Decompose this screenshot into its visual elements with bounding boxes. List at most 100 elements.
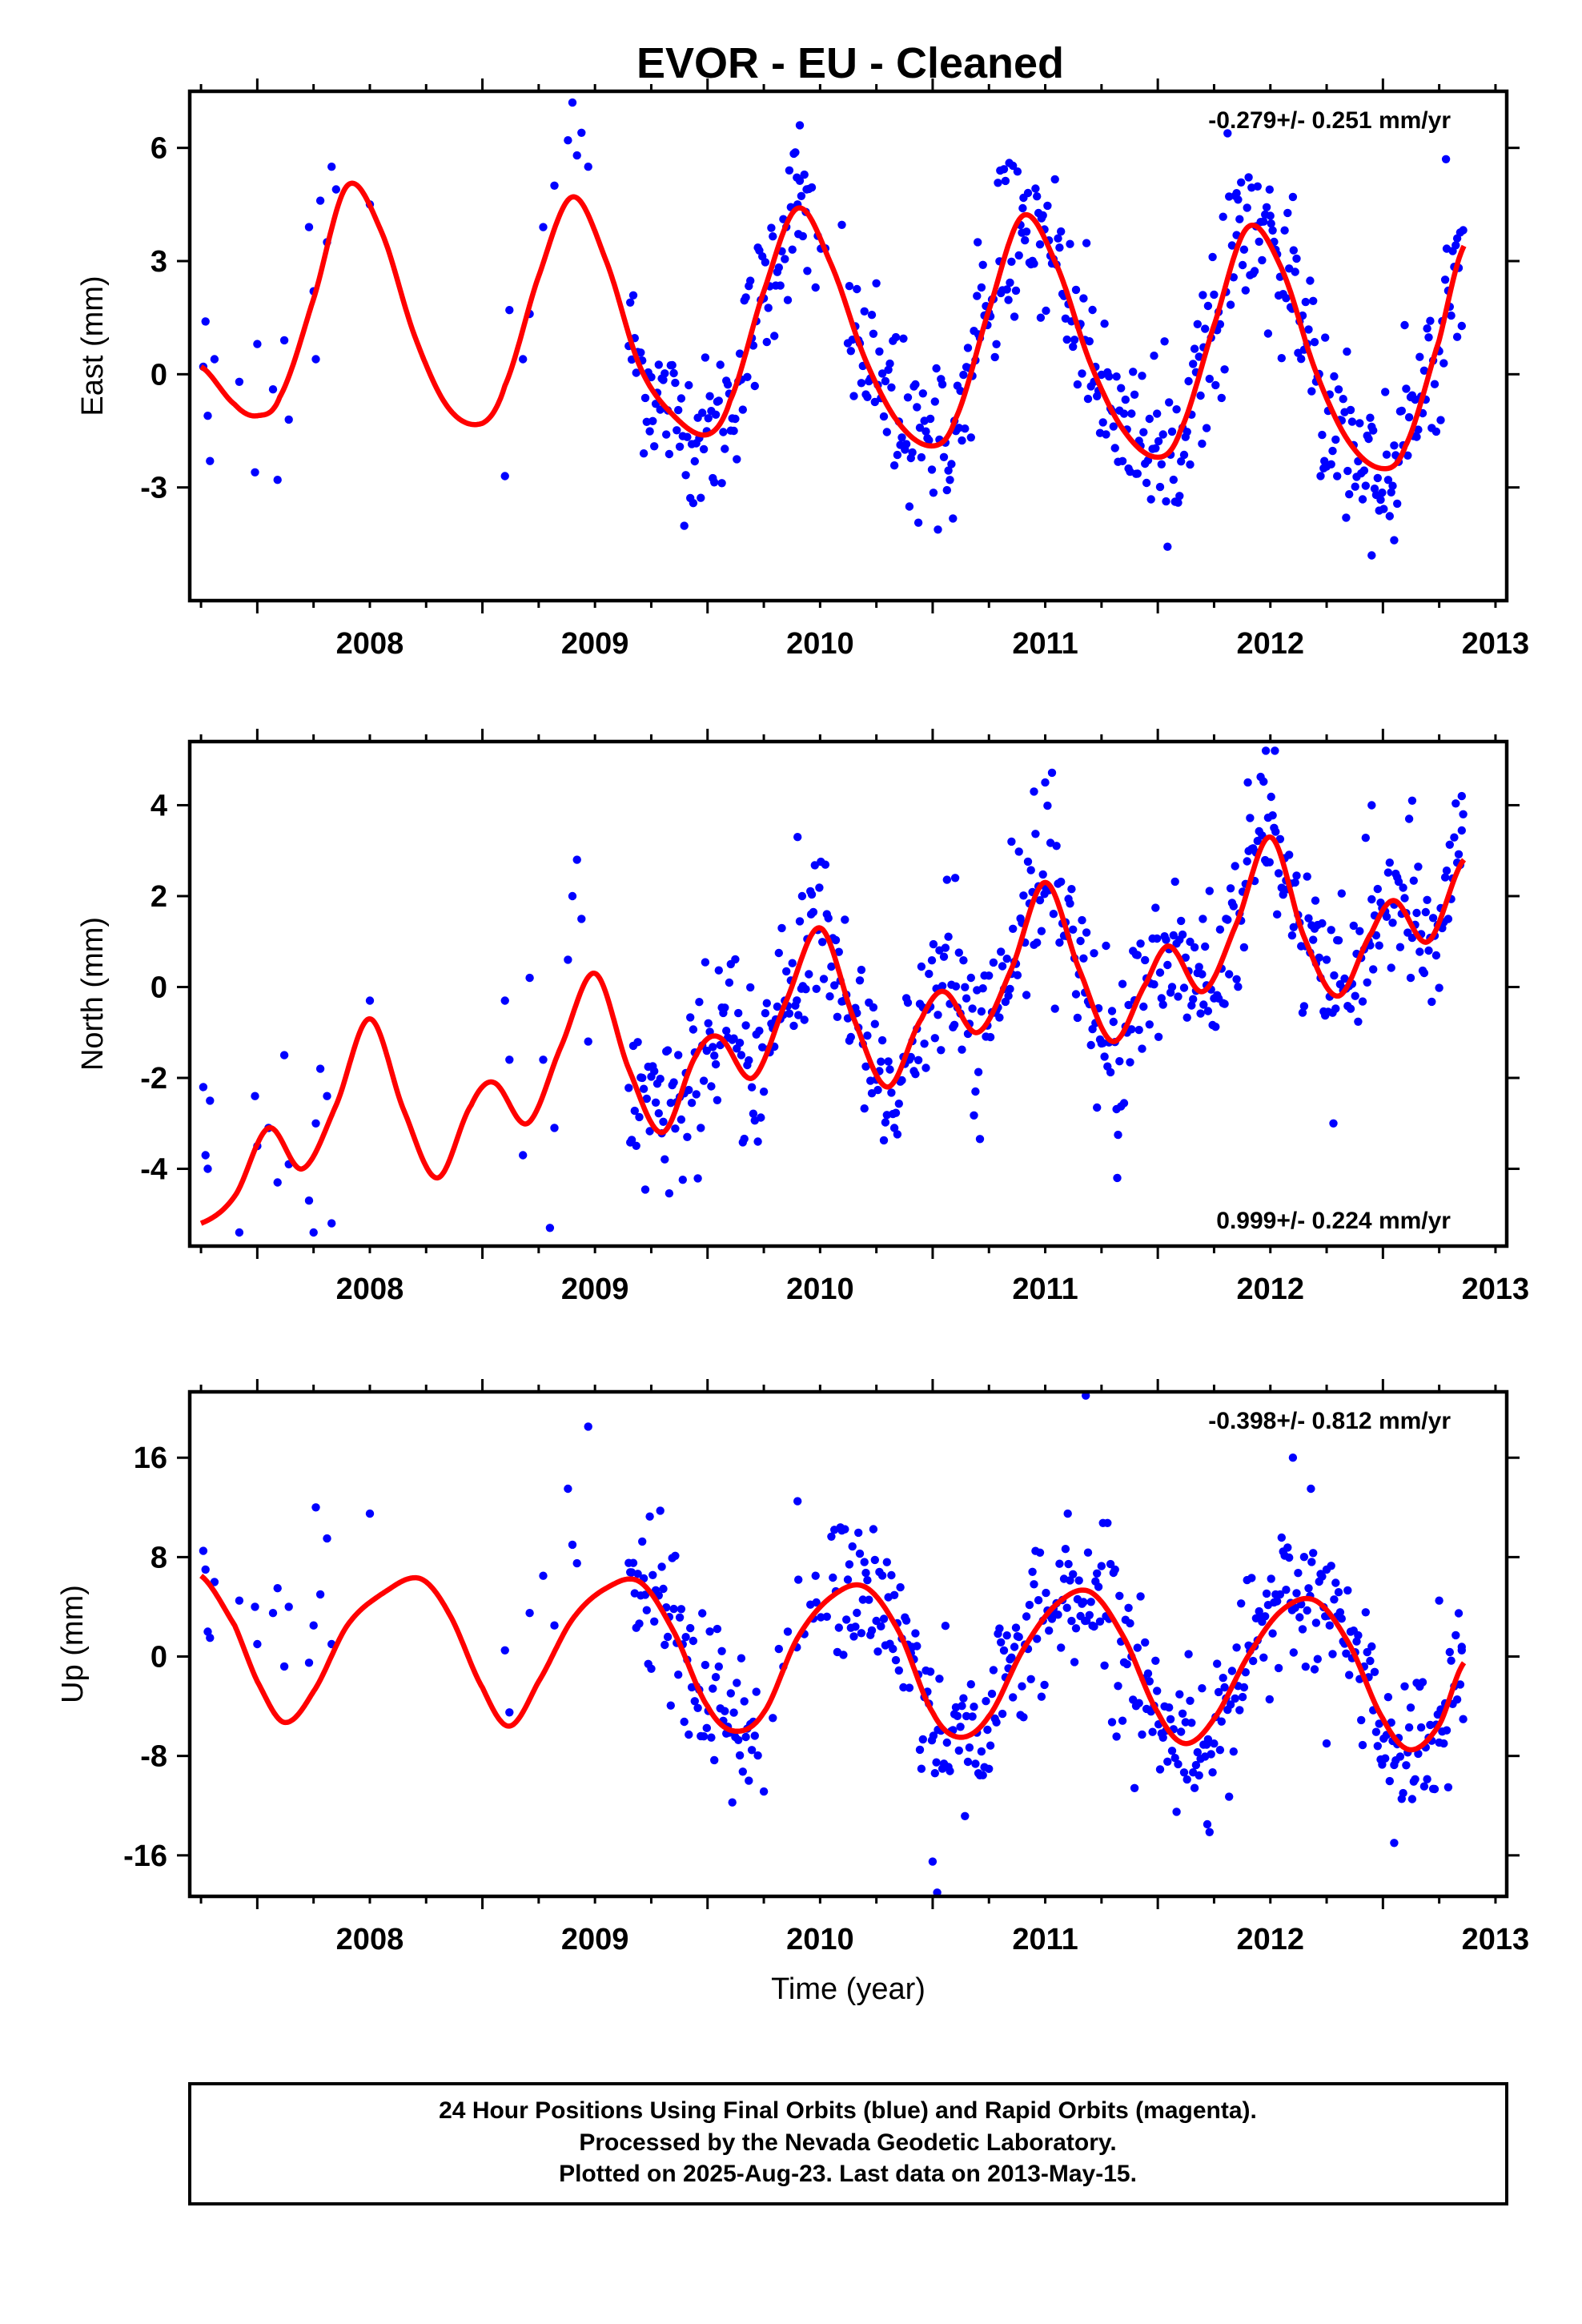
up-daily-position-dot bbox=[1083, 1548, 1093, 1557]
east-daily-position-dot bbox=[1457, 321, 1467, 331]
east-position-dot bbox=[327, 163, 336, 171]
east-position-dot bbox=[1036, 313, 1046, 322]
east-plot-frame bbox=[187, 89, 1509, 603]
east-daily-position-dot bbox=[1190, 344, 1199, 353]
east-daily-position-dot bbox=[710, 478, 719, 487]
east-daily-position-dot bbox=[783, 296, 793, 304]
north-daily-position-dot bbox=[1133, 951, 1142, 959]
up-daily-position-dot bbox=[1452, 1630, 1460, 1640]
east-daily-position-dot bbox=[714, 396, 723, 405]
up-position-dot bbox=[1288, 1454, 1298, 1462]
north-daily-position-dot bbox=[1274, 869, 1283, 878]
up-position-dot bbox=[525, 1609, 534, 1618]
north-daily-position-dot bbox=[1229, 902, 1239, 911]
up-daily-position-dot bbox=[1402, 1761, 1411, 1770]
up-daily-position-dot bbox=[1097, 1562, 1106, 1570]
up-daily-position-dot bbox=[1181, 1718, 1191, 1727]
east-x-tick-label: 2013 bbox=[1462, 627, 1530, 661]
east-daily-position-dot bbox=[1355, 419, 1364, 428]
up-daily-position-dot bbox=[1179, 1768, 1189, 1777]
north-daily-position-dot bbox=[1421, 907, 1431, 917]
east-daily-position-dot bbox=[1241, 286, 1251, 295]
north-daily-position-dot bbox=[1136, 939, 1145, 948]
up-daily-position-dot bbox=[750, 1731, 759, 1740]
north-daily-position-dot bbox=[958, 1045, 966, 1054]
up-position-dot bbox=[251, 1602, 259, 1611]
north-daily-position-dot bbox=[1169, 931, 1178, 940]
east-daily-position-dot bbox=[776, 281, 785, 290]
up-y-tick-label: 16 bbox=[134, 1441, 167, 1475]
up-daily-position-dot bbox=[1174, 1759, 1182, 1769]
north-daily-position-dot bbox=[1287, 931, 1297, 940]
up-daily-position-dot bbox=[1067, 1616, 1076, 1626]
north-plot-frame bbox=[187, 739, 1509, 1248]
north-daily-position-dot bbox=[1334, 936, 1343, 945]
north-daily-position-dot bbox=[869, 1003, 878, 1012]
east-daily-position-dot bbox=[1452, 332, 1462, 341]
east-daily-position-dot bbox=[911, 380, 920, 389]
up-daily-position-dot bbox=[759, 1787, 769, 1796]
figure-title: EVOR - EU - Cleaned bbox=[636, 39, 1064, 87]
east-daily-position-dot bbox=[977, 283, 986, 292]
up-daily-position-dot bbox=[1022, 1612, 1031, 1621]
up-daily-position-dot bbox=[962, 1711, 971, 1721]
up-daily-position-dot bbox=[707, 1733, 716, 1742]
north-position-dot bbox=[315, 1064, 325, 1073]
up-position-dot bbox=[1322, 1739, 1331, 1748]
up-position-dot bbox=[206, 1634, 215, 1642]
north-daily-position-dot bbox=[1115, 1057, 1124, 1066]
north-daily-position-dot bbox=[725, 978, 734, 987]
up-position-dot bbox=[539, 1571, 548, 1580]
north-daily-position-dot bbox=[855, 976, 865, 985]
up-position-dot bbox=[584, 1422, 592, 1431]
north-position-dot bbox=[1007, 837, 1016, 846]
north-position-dot bbox=[279, 1051, 289, 1059]
north-daily-position-dot bbox=[917, 962, 926, 971]
up-daily-position-dot bbox=[1205, 1827, 1215, 1836]
up-daily-position-dot bbox=[1259, 1653, 1268, 1662]
north-daily-position-dot bbox=[659, 1117, 668, 1127]
north-daily-position-dot bbox=[1226, 884, 1235, 893]
east-daily-position-dot bbox=[1304, 325, 1313, 334]
east-daily-position-dot bbox=[731, 414, 740, 424]
east-daily-position-dot bbox=[1268, 226, 1277, 235]
east-daily-position-dot bbox=[662, 430, 671, 439]
north-daily-position-dot bbox=[1187, 1001, 1196, 1010]
north-daily-position-dot bbox=[1088, 1024, 1097, 1034]
up-daily-position-dot bbox=[1247, 1574, 1256, 1582]
north-daily-position-dot bbox=[1273, 910, 1282, 919]
up-daily-position-dot bbox=[1294, 1569, 1303, 1578]
east-daily-position-dot bbox=[1182, 428, 1191, 436]
up-daily-position-dot bbox=[745, 1776, 753, 1785]
east-daily-position-dot bbox=[632, 368, 640, 377]
up-daily-position-dot bbox=[1289, 1648, 1299, 1657]
north-daily-position-dot bbox=[1239, 943, 1249, 952]
north-daily-position-dot bbox=[678, 1176, 687, 1184]
north-daily-position-dot bbox=[884, 1057, 893, 1066]
east-daily-position-dot bbox=[1343, 466, 1352, 476]
up-position-dot bbox=[1203, 1819, 1212, 1829]
up-daily-position-dot bbox=[896, 1582, 905, 1592]
up-daily-position-dot bbox=[729, 1708, 738, 1717]
up-daily-position-dot bbox=[1186, 1696, 1195, 1705]
east-daily-position-dot bbox=[1361, 481, 1371, 490]
north-daily-position-dot bbox=[640, 1185, 650, 1194]
east-daily-position-dot bbox=[749, 341, 758, 350]
up-daily-position-dot bbox=[650, 1617, 659, 1626]
up-daily-position-dot bbox=[671, 1551, 680, 1561]
north-daily-position-dot bbox=[930, 1034, 940, 1043]
north-daily-position-dot bbox=[1383, 868, 1393, 877]
east-daily-position-dot bbox=[1390, 441, 1399, 450]
north-daily-position-dot bbox=[989, 958, 998, 967]
east-daily-position-dot bbox=[1138, 372, 1146, 380]
up-daily-position-dot bbox=[1217, 1717, 1227, 1726]
north-daily-position-dot bbox=[1100, 1052, 1109, 1061]
up-daily-position-dot bbox=[1277, 1533, 1287, 1542]
up-daily-position-dot bbox=[843, 1575, 853, 1584]
up-daily-position-dot bbox=[911, 1629, 920, 1638]
up-daily-position-dot bbox=[713, 1624, 722, 1634]
east-daily-position-dot bbox=[1262, 203, 1271, 211]
north-y-axis-label: North (mm) bbox=[76, 917, 110, 1071]
east-daily-position-dot bbox=[681, 471, 690, 480]
up-position-dot bbox=[279, 1662, 289, 1671]
